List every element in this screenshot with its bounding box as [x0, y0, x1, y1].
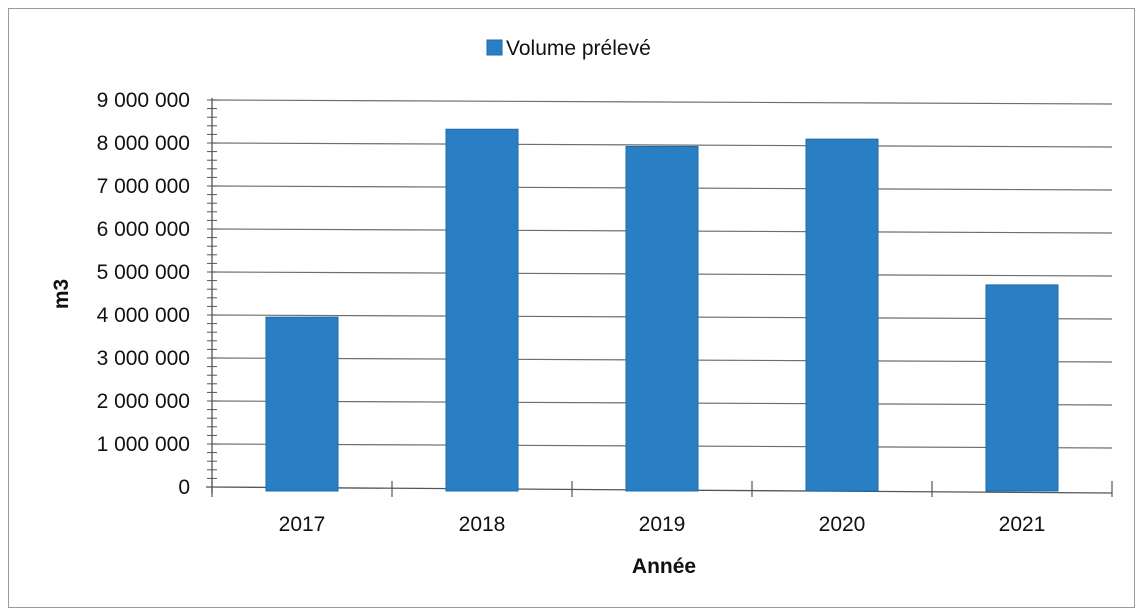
x-tick-label: 2020 — [819, 513, 866, 536]
y-tick-label: 6 000 000 — [97, 218, 190, 241]
y-axis-title: m3 — [50, 279, 73, 309]
y-tick-label: 8 000 000 — [97, 132, 190, 155]
x-tick-labels: 2017 2018 2019 2020 2021 — [279, 513, 1046, 536]
y-tick-label: 4 000 000 — [97, 304, 190, 327]
y-tick-label: 7 000 000 — [97, 175, 190, 198]
bar-2018 — [445, 128, 519, 492]
x-tick-label: 2018 — [459, 513, 506, 536]
y-tick-label: 0 — [178, 476, 190, 499]
x-tick-label: 2019 — [639, 513, 686, 536]
bar-2017 — [265, 316, 339, 492]
y-tick-label: 1 000 000 — [97, 433, 190, 456]
x-tick-label: 2021 — [999, 513, 1046, 536]
x-tick-label: 2017 — [279, 513, 326, 536]
bar-2019 — [625, 145, 699, 492]
legend-swatch — [486, 39, 503, 56]
x-axis-title: Année — [632, 555, 696, 578]
y-tick-label: 2 000 000 — [97, 390, 190, 413]
y-tick-label: 3 000 000 — [97, 347, 190, 370]
bar-2021 — [985, 284, 1059, 492]
y-tick-label: 9 000 000 — [97, 89, 190, 112]
y-tick-labels: 0 1 000 000 2 000 000 3 000 000 4 000 000 5 0… — [97, 89, 190, 499]
legend-label: Volume prélevé — [506, 37, 651, 60]
bars — [265, 128, 1059, 492]
grid-line — [211, 99, 1113, 105]
y-tick-label: 5 000 000 — [97, 261, 190, 284]
chart-frame — [8, 8, 1135, 608]
grid-line — [211, 142, 1113, 148]
bar-2020 — [805, 138, 879, 492]
legend: Volume prélevé — [486, 37, 651, 60]
